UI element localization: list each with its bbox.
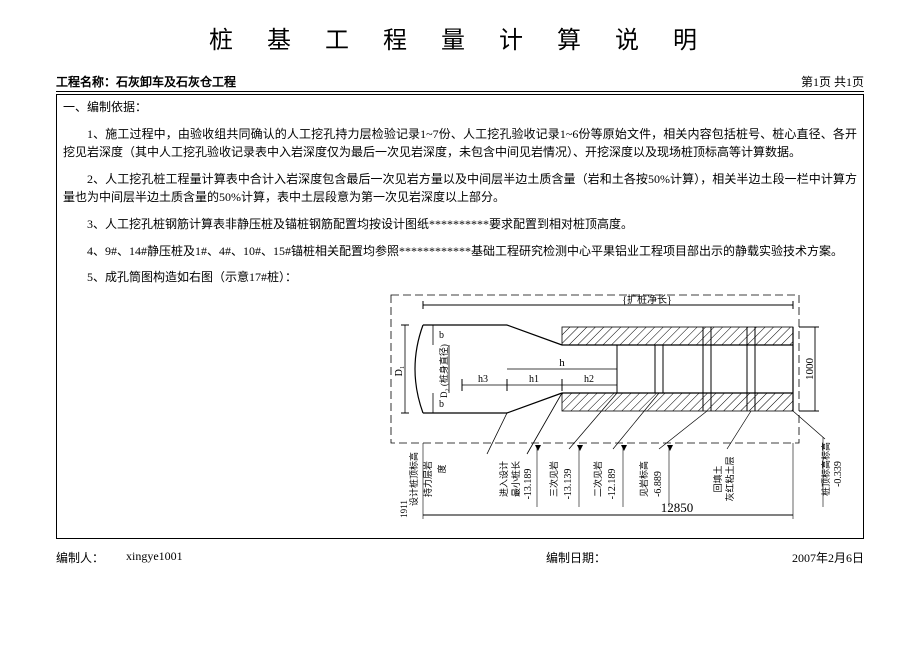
dim-D2: D₂ (桩身直径): [438, 344, 449, 398]
depth-lbl-4: 见岩标高: [638, 461, 649, 497]
section-heading: 一、编制依据：: [63, 98, 857, 117]
dim-12850: 12850: [661, 500, 694, 515]
page-title: 桩 基 工 程 量 计 算 说 明: [56, 20, 864, 55]
left-vtext-1: 设计桩顶标高: [408, 452, 419, 506]
dim-D1: D₁: [394, 366, 405, 377]
footer-date-label: 编制日期：: [546, 549, 666, 566]
depth-lbl-3: 二次见岩: [592, 461, 603, 497]
dim-h2: h2: [584, 374, 594, 385]
dim-b-bot: b: [439, 399, 444, 410]
project-label: 工程名称：: [56, 75, 116, 89]
para-2: 2、人工挖孔桩工程量计算表中合计入岩深度包含最后一次见岩方量以及中间层半边土质含…: [63, 170, 857, 207]
top-brace-label: {扩桩净长}: [622, 293, 672, 306]
depth-lbl-6: 回填土: [712, 465, 723, 492]
pager: 第1页 共1页: [801, 73, 864, 90]
para-1: 1、施工过程中，由验收组共同确认的人工挖孔持力层检验记录1~7份、人工挖孔验收记…: [63, 125, 857, 162]
depth-d4: -6.889: [653, 471, 664, 497]
content-box: 一、编制依据： 1、施工过程中，由验收组共同确认的人工挖孔持力层检验记录1~7份…: [56, 94, 864, 539]
dim-h1: h1: [529, 374, 539, 385]
para-5: 5、成孔筒图构造如右图（示意17#桩）：: [63, 268, 857, 287]
right-vtext: 桩顶标高标高: [820, 442, 831, 496]
depth-d1: -13.189: [523, 469, 534, 500]
footer-author: xingye1001: [126, 549, 546, 566]
header-row: 工程名称：石灰卸车及石灰仓工程 第1页 共1页: [56, 73, 864, 92]
dim-h: h: [559, 357, 565, 369]
footer-row: 编制人： xingye1001 编制日期： 2007年2月6日: [56, 549, 864, 566]
left-num: 1911: [399, 500, 409, 518]
left-vtext-2: 持力层岩: [422, 461, 433, 497]
pile-diagram: {扩桩净长} h: [387, 289, 847, 535]
depth-d3: -12.189: [607, 469, 618, 500]
footer-author-label: 编制人：: [56, 549, 126, 566]
dim-h3: h3: [478, 374, 488, 385]
depth-d5: -0.339: [833, 461, 844, 487]
project-block: 工程名称：石灰卸车及石灰仓工程: [56, 73, 236, 90]
footer-date: 2007年2月6日: [666, 549, 864, 566]
dim-b-top: b: [439, 330, 444, 341]
depth-lbl-1a: 进入设计: [498, 461, 509, 497]
depth-lbl-1b: 最小桩长: [510, 461, 521, 497]
para-4: 4、9#、14#静压桩及1#、4#、10#、15#锚桩相关配置均参照******…: [63, 242, 857, 261]
dim-1000: 1000: [804, 358, 816, 381]
depth-d2: -13.139: [563, 469, 574, 500]
depth-lbl-2: 三次见岩: [548, 461, 559, 497]
depth-lbl-5: 灰红粘土层: [724, 456, 735, 501]
para-3: 3、人工挖孔桩钢筋计算表非静压桩及锚桩钢筋配置均按设计图纸**********要…: [63, 215, 857, 234]
project-name: 石灰卸车及石灰仓工程: [116, 75, 236, 89]
left-vtext-3: 度: [436, 464, 447, 473]
